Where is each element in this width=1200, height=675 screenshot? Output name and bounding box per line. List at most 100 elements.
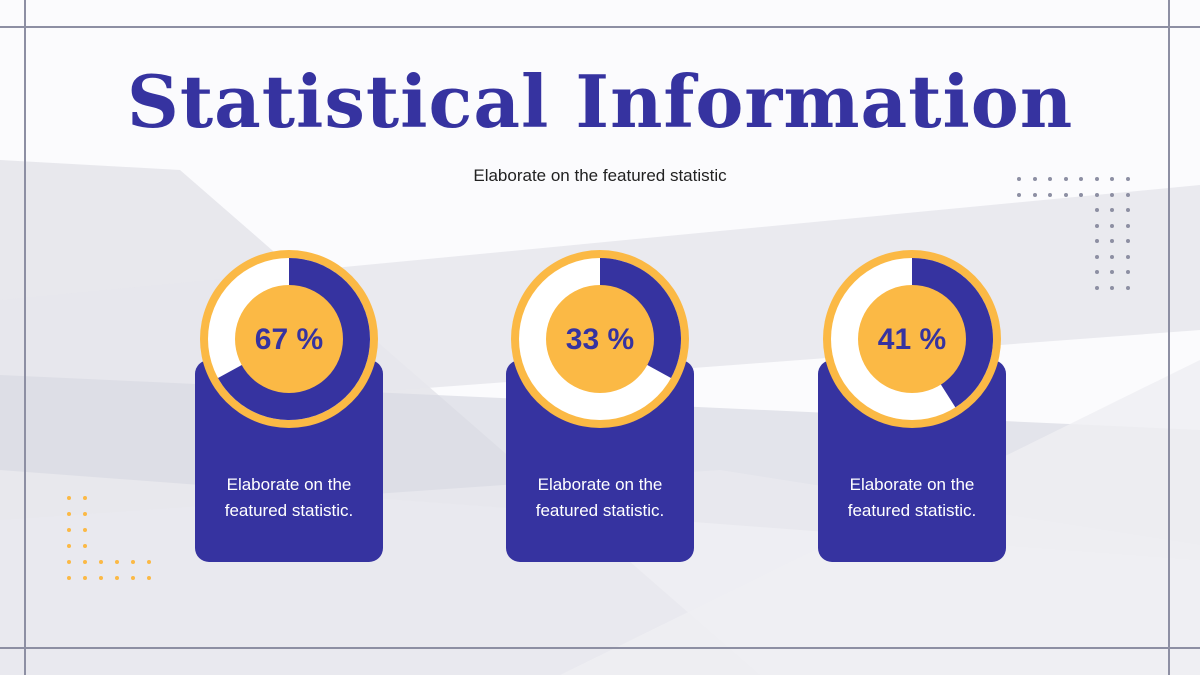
decorative-dot (1064, 255, 1068, 259)
decorative-dot (1110, 192, 1114, 197)
decorative-dot (1094, 239, 1099, 243)
decorative-dot (1064, 239, 1068, 243)
decorative-dot (1064, 208, 1068, 212)
decorative-dot (1033, 224, 1037, 228)
decorative-dot (1063, 177, 1068, 181)
decorative-dot (1125, 208, 1130, 212)
stat-card: 67 % Elaborate on the featured statistic… (195, 250, 383, 562)
decorative-dot (99, 528, 103, 532)
decorative-dot (83, 496, 87, 500)
decorative-dot (1048, 270, 1052, 274)
decorative-dot (1064, 224, 1068, 228)
decorative-dot (1079, 224, 1083, 228)
donut-chart (511, 250, 689, 428)
stat-value: 67 % (254, 323, 324, 356)
decorative-dot (1033, 208, 1037, 212)
decorative-dot (1110, 254, 1114, 259)
decorative-dot (67, 576, 71, 580)
decorative-dot (1017, 239, 1021, 243)
donut-chart (823, 250, 1001, 428)
decorative-dot (1017, 208, 1021, 212)
stat-value: 33 % (565, 323, 635, 356)
decorative-dot (131, 560, 135, 564)
decorative-dot (1079, 270, 1083, 274)
decorative-dot (1094, 270, 1099, 274)
page-title: Statistical Information (126, 59, 1074, 144)
decorative-dot (1033, 239, 1037, 243)
decorative-dot (1125, 177, 1130, 181)
decorative-dot (147, 560, 151, 564)
decorative-dot (131, 528, 135, 532)
decorative-dot (1079, 255, 1083, 259)
decorative-dot (1110, 223, 1114, 228)
decorative-dot (131, 496, 135, 500)
frame-line-top (0, 26, 1200, 28)
decorative-dot (1094, 285, 1099, 290)
decorative-dot (83, 512, 87, 516)
decorative-dot (1125, 223, 1130, 228)
decorative-dot (67, 512, 71, 516)
decorative-dot (99, 576, 103, 580)
decorative-dot (99, 496, 103, 500)
decorative-dot (1110, 239, 1114, 243)
decorative-dot (1079, 192, 1083, 197)
decorative-dot (1033, 286, 1037, 290)
decorative-dot (147, 528, 151, 532)
decorative-dot (1079, 239, 1083, 243)
stat-card: 33 % Elaborate on the featured statistic… (506, 250, 694, 562)
decorative-dot (1094, 223, 1099, 228)
decorative-dot (147, 576, 151, 580)
decorative-dot (1125, 192, 1130, 197)
frame-line-right (1168, 0, 1170, 675)
stat-description: Elaborate on the featured statistic. (847, 475, 977, 520)
frame-line-left (24, 0, 26, 675)
decorative-dot (99, 560, 103, 564)
decorative-dot (1063, 192, 1068, 197)
decorative-dot (147, 544, 151, 548)
decorative-dot (1017, 270, 1021, 274)
stat-description: Elaborate on the featured statistic. (224, 475, 354, 520)
stat-description: Elaborate on the featured statistic. (535, 475, 665, 520)
decorative-dot (115, 576, 119, 580)
decorative-dot (1017, 286, 1021, 290)
decorative-dot (83, 576, 87, 580)
decorative-dot (1064, 270, 1068, 274)
decorative-dot-grid (1017, 177, 1130, 290)
decorative-dot (1048, 208, 1052, 212)
decorative-dot (131, 576, 135, 580)
decorative-dot (1048, 177, 1052, 181)
stat-card: 41 % Elaborate on the featured statistic… (818, 250, 1006, 562)
decorative-dot (147, 512, 151, 516)
decorative-dot (67, 544, 71, 548)
donut-chart (200, 250, 378, 428)
decorative-dot (1125, 254, 1130, 259)
decorative-dot (131, 512, 135, 516)
decorative-dot (1094, 192, 1099, 197)
decorative-dot (1079, 208, 1083, 212)
decorative-dot (1094, 254, 1099, 259)
decorative-dot (115, 512, 119, 516)
stat-value: 41 % (877, 323, 947, 356)
decorative-dot (67, 560, 71, 564)
decorative-dot (67, 528, 71, 532)
decorative-dot (1094, 208, 1099, 212)
decorative-dot (115, 496, 119, 500)
decorative-dot (1110, 177, 1114, 181)
frame-line-bottom (0, 647, 1200, 649)
decorative-dot (83, 544, 87, 548)
decorative-dot (1017, 177, 1021, 181)
decorative-dot (115, 560, 119, 564)
decorative-dot (1064, 286, 1068, 290)
decorative-dot (1017, 192, 1021, 197)
decorative-dot (1094, 177, 1099, 181)
decorative-dot (115, 544, 119, 548)
decorative-dot (99, 512, 103, 516)
decorative-dot (67, 496, 71, 500)
decorative-dot (99, 544, 103, 548)
decorative-dot (1033, 270, 1037, 274)
decorative-dot (1079, 177, 1083, 181)
decorative-dot (1032, 192, 1037, 197)
decorative-dot (1033, 255, 1037, 259)
decorative-dot (1048, 255, 1052, 259)
